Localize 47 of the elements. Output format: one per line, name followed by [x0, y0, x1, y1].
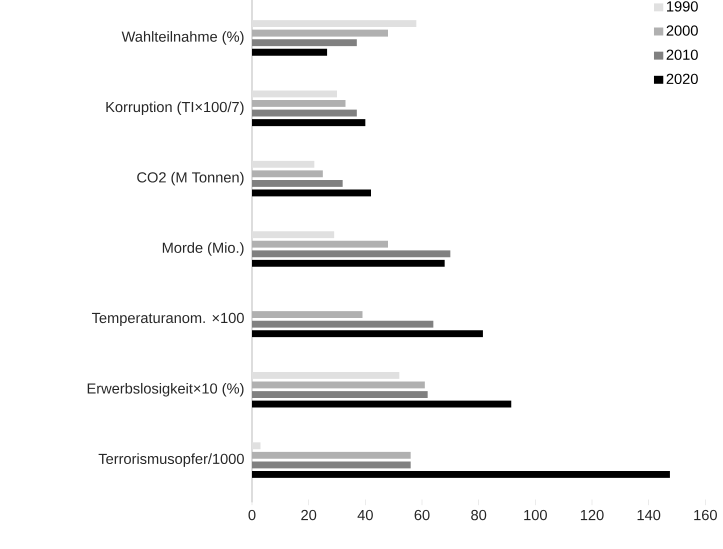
bar — [252, 330, 483, 338]
x-tick-label: 140 — [638, 510, 660, 520]
y-tick-label: Temperaturanom. ×100 — [92, 312, 244, 326]
bar — [252, 260, 445, 267]
x-tick-label: 120 — [580, 510, 604, 520]
y-tick-label: Korruption (TI×100/7) — [106, 101, 244, 116]
x-tick-label: 160 — [694, 510, 717, 520]
bar — [252, 20, 416, 27]
x-tick-label: 100 — [524, 510, 547, 520]
bar — [252, 461, 411, 468]
bar — [252, 452, 411, 459]
x-tick-label: 80 — [471, 510, 486, 520]
y-tick-label: Erwerbslosigkeit×10 (%) — [88, 382, 244, 397]
bar — [252, 400, 512, 408]
bar — [252, 250, 450, 258]
bar — [252, 231, 334, 238]
bar — [252, 391, 428, 398]
y-tick-label: CO2 (M Tonnen) — [137, 172, 244, 186]
bar — [252, 110, 357, 116]
bar — [252, 90, 337, 98]
legend-label: 2010 — [666, 50, 698, 60]
y-tick-label: Terrorismusopfer/1000 — [98, 453, 244, 467]
bar — [252, 471, 670, 478]
y-tick-label: Morde (Mio.) — [162, 242, 244, 256]
bar — [252, 372, 400, 379]
bar — [252, 100, 346, 107]
x-tick-label: 40 — [358, 510, 373, 520]
x-tick-label: 20 — [301, 510, 316, 520]
bar — [252, 311, 362, 318]
bar — [252, 190, 372, 196]
x-tick-label: 60 — [414, 510, 430, 520]
bar — [252, 180, 343, 187]
bar — [252, 39, 357, 46]
bar — [252, 320, 434, 328]
bar — [252, 382, 425, 388]
x-tick-label: 0 — [248, 510, 256, 520]
bar — [252, 170, 323, 178]
bar — [252, 240, 388, 248]
bar — [252, 119, 366, 126]
bar — [252, 442, 260, 450]
bar — [252, 30, 388, 37]
legend-label: 2000 — [666, 25, 698, 36]
legend-label: 1990 — [667, 1, 698, 12]
legend-label: 2020 — [666, 74, 698, 84]
y-tick-label: Wahlteilnahme (%) — [122, 31, 244, 45]
bar — [252, 48, 328, 56]
bar — [252, 160, 314, 168]
